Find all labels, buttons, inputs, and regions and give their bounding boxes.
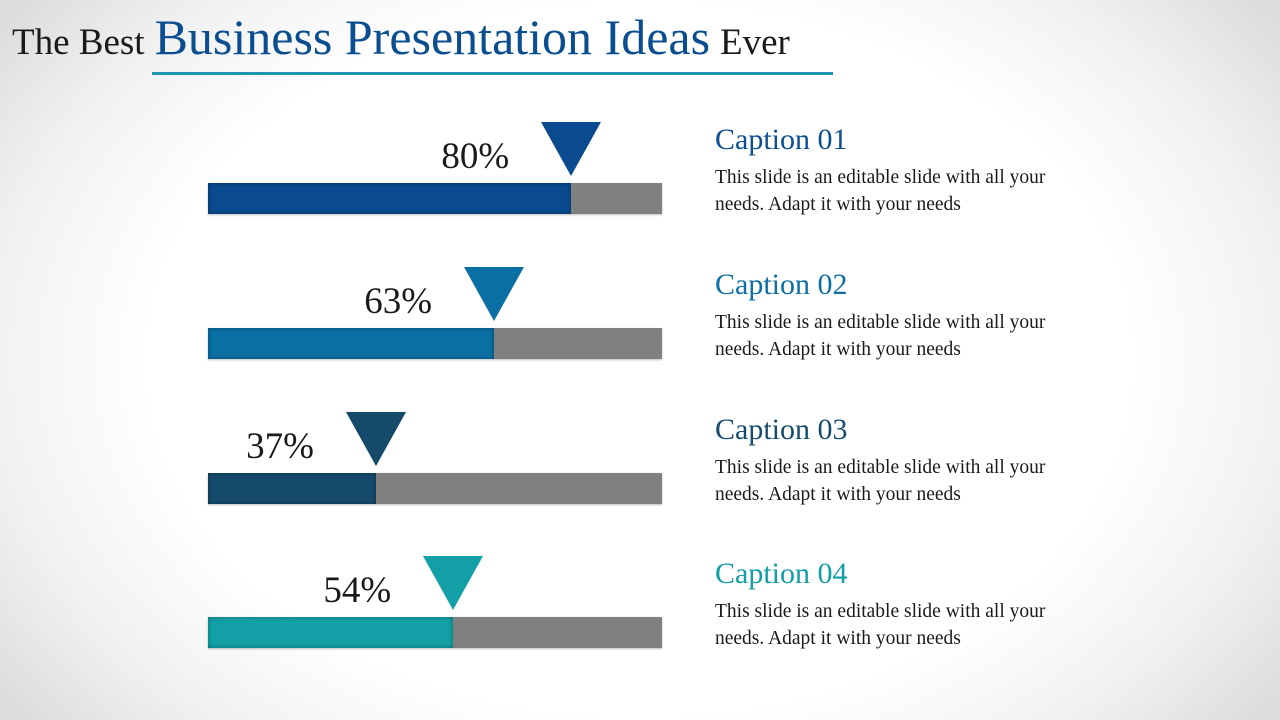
slide-title: The Best Business Presentation Ideas Eve… bbox=[12, 8, 790, 66]
progress-fill bbox=[208, 473, 376, 504]
caption-title: Caption 01 bbox=[715, 123, 848, 156]
progress-row: 80% Caption 01 This slide is an editable… bbox=[0, 121, 1280, 266]
triangle-marker-icon bbox=[541, 122, 602, 176]
progress-track bbox=[208, 328, 662, 359]
progress-track bbox=[208, 473, 662, 504]
caption-title: Caption 03 bbox=[715, 413, 848, 446]
progress-track bbox=[208, 617, 662, 648]
caption-title: Caption 02 bbox=[715, 268, 848, 301]
percent-label: 80% bbox=[441, 136, 510, 177]
triangle-marker-icon bbox=[345, 412, 406, 466]
percent-label: 54% bbox=[323, 570, 392, 611]
percent-label: 63% bbox=[364, 281, 433, 322]
caption-title: Caption 04 bbox=[715, 557, 848, 590]
title-underline bbox=[152, 72, 833, 75]
title-prefix: The Best bbox=[12, 22, 145, 63]
progress-row: 54% Caption 04 This slide is an editable… bbox=[0, 555, 1280, 700]
caption-text: This slide is an editable slide with all… bbox=[715, 312, 1046, 360]
title-main: Business Presentation Ideas bbox=[154, 9, 711, 65]
progress-row: 63% Caption 02 This slide is an editable… bbox=[0, 266, 1280, 411]
progress-fill bbox=[208, 183, 572, 214]
progress-fill bbox=[208, 617, 454, 648]
title-suffix: Ever bbox=[720, 22, 790, 63]
progress-fill bbox=[208, 328, 495, 359]
triangle-marker-icon bbox=[423, 556, 484, 610]
percent-label: 37% bbox=[246, 426, 314, 467]
progress-track bbox=[208, 183, 662, 214]
caption-text: This slide is an editable slide with all… bbox=[715, 167, 1046, 215]
triangle-marker-icon bbox=[464, 267, 525, 321]
caption-text: This slide is an editable slide with all… bbox=[715, 457, 1046, 505]
caption-text: This slide is an editable slide with all… bbox=[715, 601, 1046, 649]
progress-row: 37% Caption 03 This slide is an editable… bbox=[0, 411, 1280, 556]
